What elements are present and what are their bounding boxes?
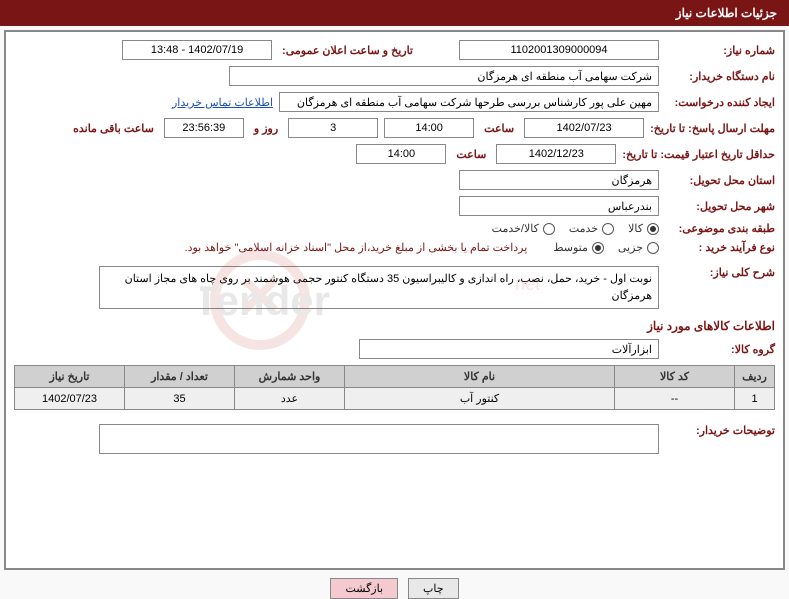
announce-value: 1402/07/19 - 13:48 (122, 40, 272, 60)
goods-info-title: اطلاعات کالاهای مورد نیاز (14, 319, 775, 333)
validity-date: 1402/12/23 (496, 144, 616, 164)
page-title: جزئیات اطلاعات نیاز (676, 6, 777, 20)
back-button[interactable]: بازگشت (330, 578, 398, 599)
announce-label: تاریخ و ساعت اعلان عمومی: (282, 44, 413, 57)
goods-table: ردیف کد کالا نام کالا واحد شمارش تعداد /… (14, 365, 775, 410)
purchase-note: پرداخت تمام یا بخشی از مبلغ خرید،از محل … (185, 241, 528, 254)
th-date: تاریخ نیاز (15, 366, 125, 388)
th-name: نام کالا (345, 366, 615, 388)
cell-qty: 35 (125, 388, 235, 410)
th-unit: واحد شمارش (235, 366, 345, 388)
deadline-days: 3 (288, 118, 378, 138)
radio-icon (647, 223, 659, 235)
th-qty: تعداد / مقدار (125, 366, 235, 388)
radio-icon (592, 242, 604, 254)
general-desc-value: نوبت اول - خرید، حمل، نصب، راه اندازی و … (99, 266, 659, 309)
deadline-date: 1402/07/23 (524, 118, 644, 138)
cell-date: 1402/07/23 (15, 388, 125, 410)
validity-label: حداقل تاریخ اعتبار قیمت: تا تاریخ: (622, 148, 775, 161)
buyer-org-value: شرکت سهامی آب منطقه ای هرمزگان (229, 66, 659, 86)
th-code: کد کالا (615, 366, 735, 388)
category-option-service[interactable]: خدمت (569, 222, 614, 235)
radio-icon (543, 223, 555, 235)
goods-group-label: گروه کالا: (665, 343, 775, 356)
requester-value: مهین علی پور کارشناس بررسی طرحها شرکت سه… (279, 92, 659, 112)
province-label: استان محل تحویل: (665, 174, 775, 187)
deadline-days-label: روز و (254, 122, 278, 135)
validity-time: 14:00 (356, 144, 446, 164)
radio-icon (647, 242, 659, 254)
general-desc-label: شرح کلی نیاز: (665, 266, 775, 279)
purchase-type-label: نوع فرآیند خرید : (665, 241, 775, 254)
cell-unit: عدد (235, 388, 345, 410)
buyer-contact-link[interactable]: اطلاعات تماس خریدار (172, 96, 273, 109)
details-frame: شماره نیاز: 1102001309000094 تاریخ و ساع… (4, 30, 785, 570)
action-buttons: چاپ بازگشت (0, 578, 789, 599)
city-label: شهر محل تحویل: (665, 200, 775, 213)
purchase-type-radios: جزیی متوسط (553, 241, 659, 254)
purchase-option-medium[interactable]: متوسط (553, 241, 604, 254)
requester-label: ایجاد کننده درخواست: (665, 96, 775, 109)
province-value: هرمزگان (459, 170, 659, 190)
deadline-label: مهلت ارسال پاسخ: تا تاریخ: (650, 122, 775, 135)
category-option-goods[interactable]: کالا (628, 222, 659, 235)
buyer-org-label: نام دستگاه خریدار: (665, 70, 775, 83)
validity-time-label: ساعت (456, 148, 486, 161)
radio-icon (602, 223, 614, 235)
need-number-label: شماره نیاز: (665, 44, 775, 57)
th-row: ردیف (735, 366, 775, 388)
cell-code: -- (615, 388, 735, 410)
deadline-time: 14:00 (384, 118, 474, 138)
category-radios: کالا خدمت کالا/خدمت (492, 222, 659, 235)
buyer-notes-box (99, 424, 659, 454)
buyer-notes-label: توضیحات خریدار: (665, 424, 775, 437)
deadline-remaining-label: ساعت باقی مانده (73, 122, 154, 135)
deadline-time-label: ساعت (484, 122, 514, 135)
purchase-option-minor[interactable]: جزیی (618, 241, 659, 254)
city-value: بندرعباس (459, 196, 659, 216)
print-button[interactable]: چاپ (408, 578, 459, 599)
category-label: طبقه بندی موضوعی: (665, 222, 775, 235)
category-option-both[interactable]: کالا/خدمت (492, 222, 555, 235)
table-row: 1 -- کنتور آب عدد 35 1402/07/23 (15, 388, 775, 410)
deadline-remaining: 23:56:39 (164, 118, 244, 138)
need-number-value: 1102001309000094 (459, 40, 659, 60)
goods-group-value: ابزارآلات (359, 339, 659, 359)
page-header: جزئیات اطلاعات نیاز (0, 0, 789, 26)
cell-row: 1 (735, 388, 775, 410)
cell-name: کنتور آب (345, 388, 615, 410)
